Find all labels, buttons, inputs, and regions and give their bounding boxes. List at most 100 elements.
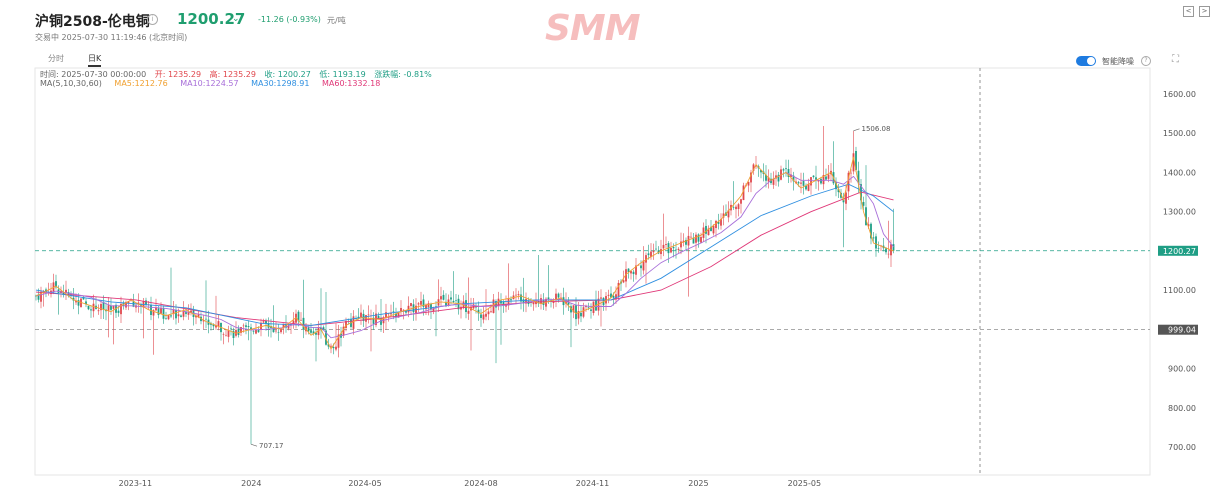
candle-body (177, 314, 180, 317)
high-annotation: 1506.08 (862, 125, 891, 133)
candle-body (300, 319, 302, 321)
candle-body (857, 170, 860, 184)
candle-body (742, 185, 745, 201)
plot-frame (34, 67, 1151, 476)
candle-body (320, 327, 322, 330)
candle-body (397, 313, 400, 318)
candle-body (222, 334, 225, 335)
trading-status: 交易中 2025-07-30 11:19:46 (北京时间) (35, 33, 188, 42)
candle-body (862, 202, 865, 206)
candle-body (97, 310, 100, 312)
last-price: 1200.27 (177, 10, 246, 28)
candle-body (442, 294, 445, 300)
ma5-line (35, 156, 894, 350)
candle-body (600, 297, 602, 299)
candle-body (435, 306, 437, 307)
ohlc-time: 时间: 2025-07-30 00:00:00 (40, 70, 147, 79)
candle-body (37, 294, 40, 300)
candle-body (775, 175, 777, 179)
candle-body (677, 248, 680, 250)
candle-body (72, 297, 75, 301)
candle-body (617, 282, 620, 297)
candle-body (112, 305, 115, 309)
candle-body (252, 331, 255, 332)
candle-body (187, 312, 190, 315)
candle-body (427, 303, 430, 308)
y-tick-label: 700.00 (1168, 443, 1196, 452)
candle-body (782, 169, 785, 171)
candle-body (432, 307, 435, 312)
candle-body (55, 281, 57, 288)
candle-body (160, 308, 162, 314)
candle-body (480, 314, 482, 318)
candle-body (650, 251, 652, 257)
candle-body (390, 313, 392, 315)
candle-body (722, 213, 725, 218)
candle-body (127, 301, 130, 303)
candle-body (627, 268, 630, 273)
candle-body (82, 296, 85, 300)
smart-noise-label: 智能降噪 (1102, 57, 1134, 66)
candle-body (690, 236, 692, 238)
candle-body (572, 305, 575, 313)
candle-body (257, 329, 260, 333)
question-circle-icon[interactable]: ? (1141, 56, 1151, 66)
candle-body (652, 250, 655, 253)
candle-body (660, 249, 662, 255)
candle-body (202, 320, 205, 322)
candle-body (715, 220, 717, 229)
candle-body (515, 294, 517, 296)
ma10-value: MA10:1224.57 (180, 79, 239, 88)
candle-body (265, 320, 267, 324)
tab-intraday[interactable]: 分时 (48, 54, 64, 63)
candle-body (420, 301, 422, 305)
candle-body (380, 318, 382, 325)
last-price-tag (1158, 245, 1198, 256)
candle-body (760, 169, 762, 173)
ohlc-open: 开: 1235.29 (154, 70, 202, 79)
tab-daily-k[interactable]: 日K (88, 53, 102, 67)
fullscreen-icon[interactable]: ⛶ (1172, 54, 1179, 65)
candle-body (865, 207, 867, 226)
candle-body (490, 311, 492, 313)
candle-body (805, 185, 807, 190)
candle-body (212, 324, 215, 327)
candle-body (687, 235, 690, 246)
nav-prev-button[interactable]: < (1183, 6, 1194, 17)
candle-body (180, 315, 182, 317)
candle-body (77, 300, 80, 306)
candle-body (195, 315, 197, 318)
candle-body (625, 269, 627, 282)
candle-body (765, 174, 767, 181)
candle-body (215, 325, 217, 328)
candle-body (125, 302, 127, 308)
candle-body (612, 295, 615, 298)
info-icon[interactable]: i (147, 14, 158, 25)
candle-body (312, 331, 315, 334)
candle-body (90, 309, 92, 311)
candle-body (150, 304, 152, 315)
nav-next-button[interactable]: > (1199, 6, 1210, 17)
candle-body (787, 169, 790, 177)
candle-body (322, 327, 325, 331)
candle-body (645, 255, 647, 263)
candle-body (675, 249, 677, 251)
candle-body (867, 224, 870, 227)
low-marker (250, 443, 258, 447)
candle-body (392, 311, 395, 312)
smm-logo: SMM (545, 8, 641, 49)
candle-body (162, 308, 165, 319)
candle-body (837, 188, 840, 193)
candle-body (720, 219, 722, 226)
candle-body (802, 181, 805, 186)
candle-body (540, 298, 542, 304)
candle-body (615, 294, 617, 300)
candle-body (732, 207, 735, 208)
ref-price-tag (1158, 324, 1198, 335)
smart-noise-toggle[interactable] (1076, 56, 1096, 66)
candle-body (35, 295, 37, 297)
candle-body (425, 305, 427, 310)
candle-body (767, 177, 770, 182)
candle-body (622, 280, 625, 283)
